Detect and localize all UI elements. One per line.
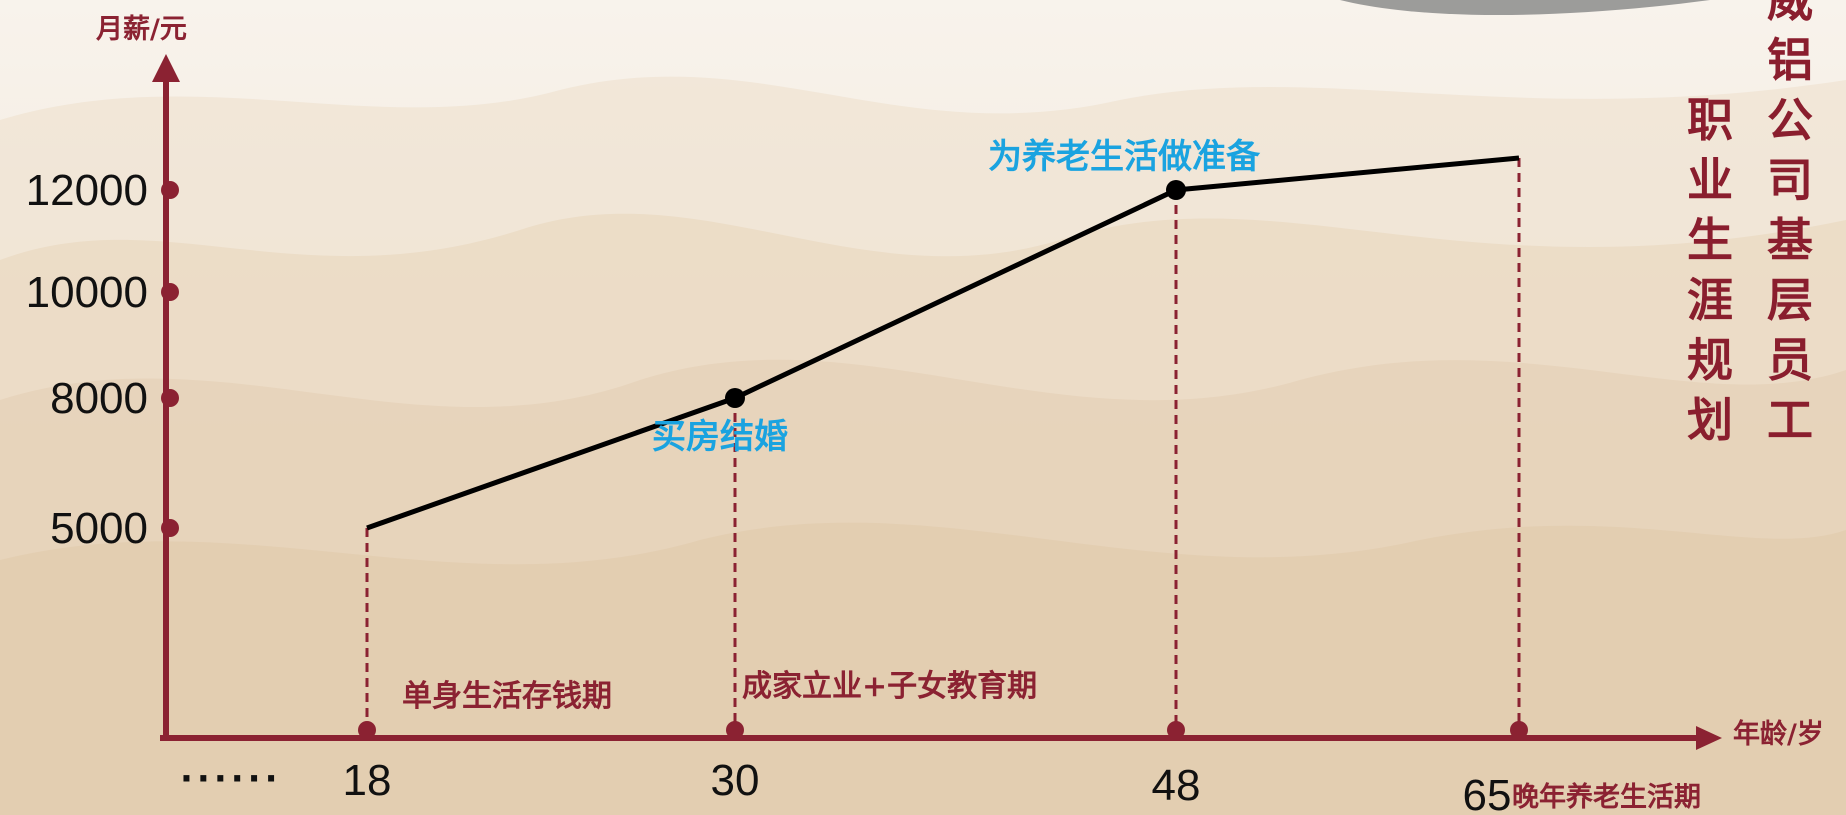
vertical-title-char: 层 bbox=[1767, 273, 1813, 327]
x-tick-dot bbox=[358, 721, 376, 739]
x-tick-label: 65 bbox=[1463, 771, 1512, 815]
y-tick-label: 12000 bbox=[26, 166, 148, 215]
stage-label-single: 单身生活存钱期 bbox=[402, 679, 612, 714]
x-tick-label: 30 bbox=[711, 756, 760, 805]
salary-line bbox=[366, 155, 1520, 531]
y-axis-arrow bbox=[152, 54, 180, 82]
milestone-label-house-marriage: 买房结婚 bbox=[652, 417, 788, 457]
vertical-title-char: 威 bbox=[1767, 0, 1813, 27]
vertical-title-char: 划 bbox=[1687, 393, 1733, 447]
x-tick-dot bbox=[726, 721, 744, 739]
vertical-title-char: 员 bbox=[1767, 333, 1813, 387]
x-tick-label: 48 bbox=[1152, 761, 1201, 810]
x-axis-label: 年龄/岁 bbox=[1733, 718, 1824, 750]
stage-dividers bbox=[365, 158, 1521, 735]
y-tick-label: 5000 bbox=[50, 504, 148, 553]
x-tick-dot bbox=[1167, 721, 1185, 739]
milestone-label-retirement-prep: 为养老生活做准备 bbox=[988, 137, 1261, 177]
stage-label-family: 成家立业+子女教育期 bbox=[742, 669, 1037, 704]
x-axis-arrow bbox=[1696, 726, 1722, 750]
x-tick-dot bbox=[1510, 721, 1528, 739]
vertical-title-char: 涯 bbox=[1687, 273, 1733, 327]
y-tick-dot bbox=[161, 519, 179, 537]
stage-label-retirement: 晚年养老生活期 bbox=[1512, 781, 1701, 813]
y-tick-label: 8000 bbox=[50, 374, 148, 423]
y-tick-dot bbox=[161, 283, 179, 301]
vertical-title-char: 业 bbox=[1687, 153, 1733, 207]
vertical-title-career-plan: 职业生涯规划 bbox=[1680, 90, 1740, 450]
y-tick-dot bbox=[161, 181, 179, 199]
chart-text-labels: 月薪/元年龄/岁 5000 8000 10000 12000 18 30 48 65 ······… bbox=[26, 14, 1824, 815]
x-axis-ellipsis: ······ bbox=[180, 759, 282, 799]
y-tick-label: 10000 bbox=[26, 268, 148, 317]
vertical-title-char: 司 bbox=[1767, 153, 1813, 207]
y-axis-label: 月薪/元 bbox=[95, 14, 187, 45]
vertical-title-company-staff: 威铝公司基层员工 bbox=[1760, 0, 1820, 450]
milestone-point bbox=[725, 388, 745, 408]
vertical-title-char: 职 bbox=[1687, 93, 1733, 147]
salary-curve bbox=[366, 155, 1520, 531]
y-tick-dot bbox=[161, 389, 179, 407]
vertical-title-char: 公 bbox=[1767, 93, 1813, 147]
vertical-title-char: 工 bbox=[1767, 393, 1813, 447]
vertical-title-char: 生 bbox=[1687, 213, 1733, 267]
milestone-point bbox=[1166, 180, 1186, 200]
vertical-title-char: 规 bbox=[1687, 333, 1733, 387]
vertical-title-char: 铝 bbox=[1767, 33, 1813, 87]
x-tick-label: 18 bbox=[343, 756, 392, 805]
vertical-title-char: 基 bbox=[1767, 213, 1813, 267]
axis-tick-dots bbox=[161, 181, 1528, 739]
